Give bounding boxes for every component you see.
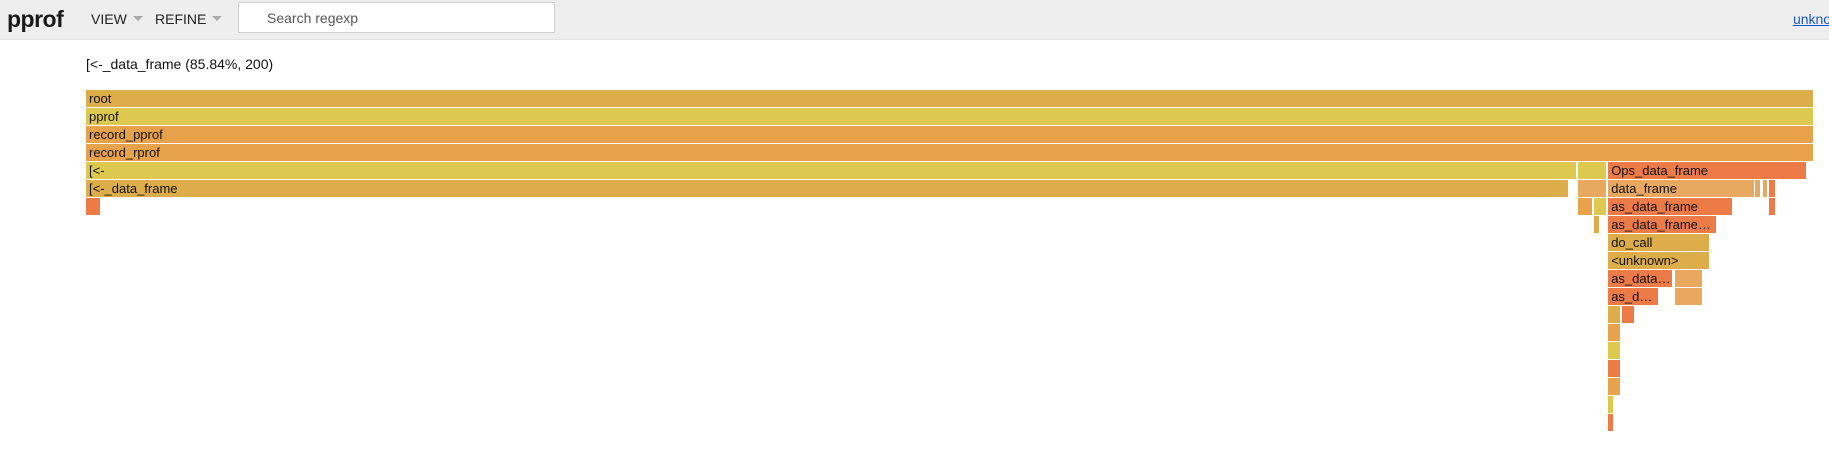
app-logo: pprof: [7, 6, 64, 32]
flame-frame[interactable]: record_rprof: [86, 144, 1813, 161]
flame-frame[interactable]: [<-: [86, 162, 1576, 179]
flame-frame[interactable]: as_d…: [1608, 288, 1659, 305]
view-menu-label: VIEW: [91, 11, 127, 27]
caret-down-icon: [212, 15, 223, 21]
flame-frame[interactable]: as_data_frame: [1608, 198, 1732, 215]
flame-frame[interactable]: [1769, 198, 1775, 215]
flame-frame[interactable]: [1674, 288, 1703, 305]
selected-frame-details: [<-_data_frame (85.84%, 200): [86, 56, 274, 72]
flame-frame[interactable]: root: [86, 90, 1813, 107]
caret-down-icon: [132, 15, 143, 21]
flame-frame[interactable]: [1608, 396, 1614, 413]
flame-frame[interactable]: as_data…: [1608, 270, 1672, 287]
flame-frame[interactable]: [1762, 180, 1767, 197]
flame-frame[interactable]: data_frame: [1608, 180, 1754, 197]
flame-frame[interactable]: [1608, 324, 1621, 341]
flame-frame[interactable]: [<-_data_frame: [86, 180, 1569, 197]
flame-frame[interactable]: [1608, 378, 1621, 395]
flame-frame[interactable]: [1608, 342, 1621, 359]
flame-frame[interactable]: [1622, 306, 1635, 323]
flame-frame[interactable]: [86, 198, 100, 215]
flame-frame[interactable]: [1608, 360, 1621, 377]
flame-frame[interactable]: pprof: [86, 108, 1813, 125]
flame-frame[interactable]: [1755, 180, 1761, 197]
top-bar: pprof VIEW REFINE unknown: [0, 0, 1829, 40]
view-menu[interactable]: VIEW: [91, 11, 143, 27]
flame-frame[interactable]: [1577, 180, 1607, 197]
flame-frame[interactable]: [1608, 306, 1621, 323]
flame-frame[interactable]: [1593, 216, 1600, 233]
flame-frame[interactable]: as_data_frame…: [1608, 216, 1717, 233]
flame-frame[interactable]: do_call: [1608, 234, 1710, 251]
search-input[interactable]: [238, 2, 555, 33]
flame-frame[interactable]: record_pprof: [86, 126, 1813, 143]
flame-frame[interactable]: [1769, 180, 1775, 197]
flame-frame[interactable]: [1674, 270, 1703, 287]
flame-frame[interactable]: [1577, 162, 1607, 179]
flame-frame[interactable]: Ops_data_frame: [1608, 162, 1807, 179]
flame-frame[interactable]: <unknown>: [1608, 252, 1710, 269]
flame-frame[interactable]: [1593, 198, 1607, 215]
user-link[interactable]: unknown: [1792, 11, 1829, 27]
flame-frame[interactable]: [1577, 198, 1592, 215]
refine-menu[interactable]: REFINE: [155, 11, 223, 27]
refine-menu-label: REFINE: [155, 11, 207, 27]
flame-frame[interactable]: [1608, 414, 1614, 431]
